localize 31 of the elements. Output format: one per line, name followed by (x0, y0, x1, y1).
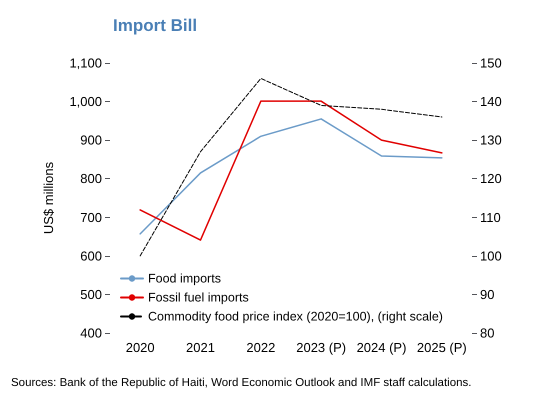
source-note: Sources: Bank of the Republic of Haiti, Word Economic Outlook and IMF staff calculations. (11, 377, 472, 389)
x-tick-label: 2024 (P) (356, 340, 406, 355)
y2-tick-label: 150 (480, 56, 502, 70)
y2-tick-label: 100 (480, 248, 502, 264)
y-tick-label: 500 (80, 286, 102, 302)
y2-tick-label: 140 (480, 94, 502, 110)
y2-tick-label: 120 (480, 171, 502, 186)
x-tick-label: 2022 (246, 340, 276, 355)
y-tick-label: 400 (80, 326, 102, 340)
y2-tick-label: 110 (480, 210, 501, 225)
x-tick-label: 2025 (P) (416, 340, 467, 355)
x-tick-label: 2023 (P) (296, 340, 346, 355)
y-axis-title: US$ millions (41, 161, 56, 234)
line-series (140, 78, 442, 256)
y-tick-label: 1,000 (69, 94, 102, 110)
x-tick-label: 2021 (186, 340, 215, 355)
y-tick-label: 900 (80, 132, 102, 148)
y-tick-label: 800 (80, 171, 102, 186)
y2-tick-label: 90 (480, 286, 494, 302)
legend-label: Food imports (148, 272, 221, 286)
legend-label: Fossil fuel imports (148, 290, 249, 304)
legend-label: Commodity food price index (2020=100), (right scale) (148, 310, 443, 324)
chart-title: Import Bill (113, 16, 198, 35)
y-tick-label: 1,100 (69, 56, 102, 70)
y2-tick-label: 130 (480, 132, 502, 148)
line-series (139, 118, 443, 235)
x-tick-label: 2020 (126, 340, 155, 355)
y2-tick-label: 80 (480, 326, 494, 340)
y-tick-label: 700 (80, 210, 102, 225)
line-series (139, 100, 443, 241)
y-tick-label: 600 (80, 248, 102, 264)
